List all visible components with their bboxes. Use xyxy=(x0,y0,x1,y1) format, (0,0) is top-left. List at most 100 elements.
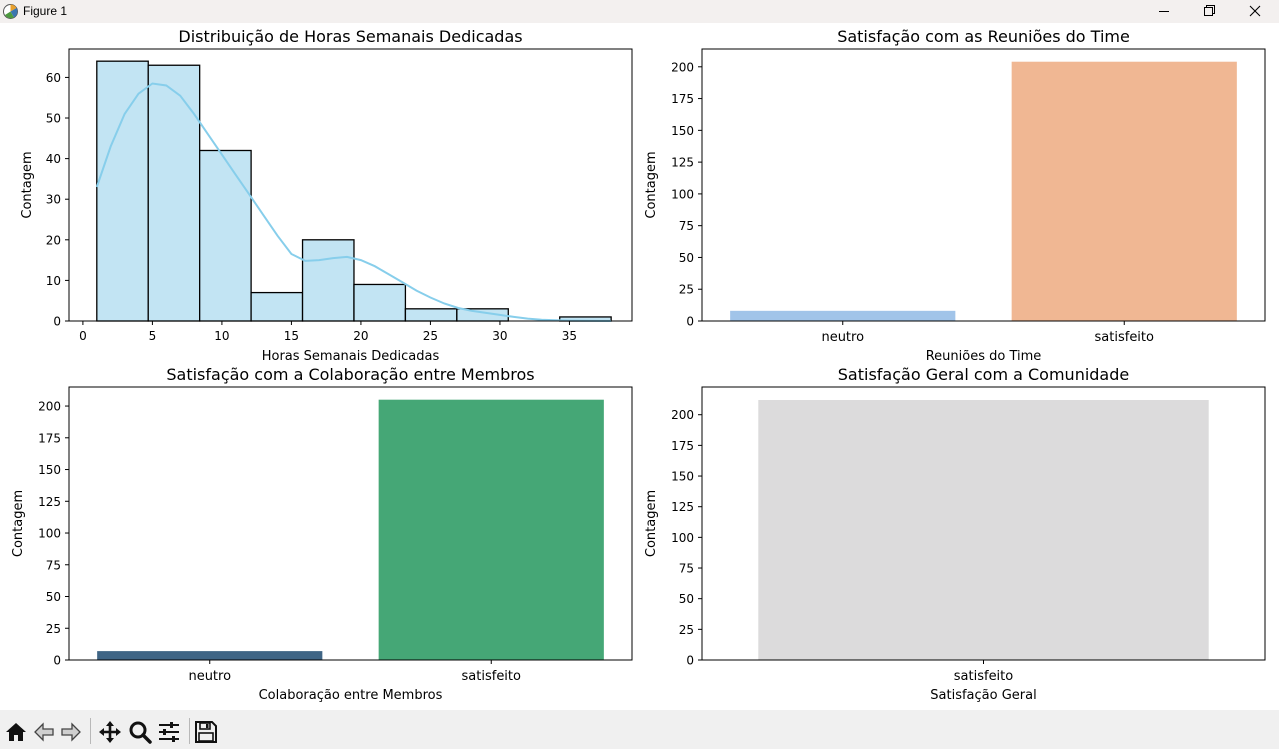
chart-2: Satisfação com as Reuniões do Time Reuniõ… xyxy=(644,27,1266,364)
x-axis-label: Satisfação Geral xyxy=(930,688,1036,703)
y-tick-label: 0 xyxy=(53,315,61,329)
forward-arrow-icon xyxy=(61,722,81,742)
x-tick-label: satisfeito xyxy=(1095,330,1155,345)
bar-satisfeito xyxy=(378,399,604,660)
y-axis-label: Contagem xyxy=(644,490,659,557)
back-arrow-icon xyxy=(34,722,54,742)
y-tick-label: 0 xyxy=(53,654,61,668)
histogram-bar xyxy=(301,239,355,322)
y-tick-label: 200 xyxy=(671,408,694,422)
zoom-button[interactable] xyxy=(128,720,152,744)
chart-title: Satisfação com as Reuniões do Time xyxy=(837,27,1130,46)
maximize-button[interactable] xyxy=(1186,0,1232,23)
y-tick-label: 25 xyxy=(679,623,694,637)
toolbar-separator xyxy=(189,718,190,744)
subplots: Distribuição de Horas Semanais Dedicadas… xyxy=(11,27,1266,703)
x-tick-label: 25 xyxy=(423,329,438,343)
navigation-toolbar xyxy=(0,710,1279,749)
y-tick-label: 125 xyxy=(671,500,694,514)
histogram-bar xyxy=(96,60,149,322)
histogram-bar xyxy=(250,291,304,322)
y-tick-label: 100 xyxy=(671,531,694,545)
forward-button[interactable] xyxy=(59,720,83,744)
y-tick-label: 75 xyxy=(679,219,694,233)
x-tick-label: 10 xyxy=(214,329,229,343)
y-tick-label: 150 xyxy=(671,124,694,138)
x-axis-label: Colaboração entre Membros xyxy=(259,688,443,703)
minimize-icon xyxy=(1159,11,1169,12)
chart-3: Satisfação com a Colaboração entre Membr… xyxy=(11,365,633,703)
chart-title: Satisfação Geral com a Comunidade xyxy=(838,365,1129,384)
y-tick-label: 0 xyxy=(686,315,694,329)
y-tick-label: 60 xyxy=(46,71,61,85)
y-tick-label: 30 xyxy=(46,193,61,207)
pan-button[interactable] xyxy=(98,720,122,744)
magnifier-icon xyxy=(129,721,152,744)
x-tick-label: neutro xyxy=(821,330,864,345)
close-button[interactable] xyxy=(1232,0,1278,23)
bar-satisfeito xyxy=(1011,61,1237,322)
y-tick-label: 150 xyxy=(671,470,694,484)
x-tick-label: 20 xyxy=(353,329,368,343)
chart-1: Distribuição de Horas Semanais Dedicadas… xyxy=(20,27,633,364)
y-tick-label: 25 xyxy=(679,283,694,297)
home-button[interactable] xyxy=(4,720,28,744)
y-tick-label: 50 xyxy=(46,112,61,126)
floppy-disk-icon xyxy=(195,721,217,743)
y-tick-label: 200 xyxy=(671,60,694,74)
move-icon xyxy=(99,721,121,743)
back-button[interactable] xyxy=(32,720,56,744)
close-icon xyxy=(1249,5,1261,17)
restore-icon xyxy=(1204,5,1215,16)
save-button[interactable] xyxy=(194,720,218,744)
y-axis-label: Contagem xyxy=(644,151,659,218)
bar-satisfeito xyxy=(758,400,1209,660)
window-title: Figure 1 xyxy=(23,4,68,18)
histogram-bar xyxy=(353,283,407,322)
histogram-bar xyxy=(199,149,252,322)
y-tick-label: 75 xyxy=(46,558,61,572)
chart-title: Distribuição de Horas Semanais Dedicadas xyxy=(178,27,522,46)
y-tick-label: 40 xyxy=(46,152,61,166)
y-tick-label: 50 xyxy=(46,590,61,604)
x-tick-label: satisfeito xyxy=(954,669,1014,684)
x-tick-label: 15 xyxy=(284,329,299,343)
home-icon xyxy=(6,723,26,741)
x-tick-label: 5 xyxy=(149,329,157,343)
minimize-button[interactable] xyxy=(1141,0,1187,23)
figure-canvas: Distribuição de Horas Semanais Dedicadas… xyxy=(0,23,1279,710)
y-tick-label: 125 xyxy=(38,495,61,509)
x-tick-label: neutro xyxy=(188,669,231,684)
chart-title: Satisfação com a Colaboração entre Membr… xyxy=(166,365,534,384)
y-tick-label: 100 xyxy=(671,187,694,201)
axes-frame xyxy=(68,48,633,322)
y-tick-label: 100 xyxy=(38,527,61,541)
y-tick-label: 175 xyxy=(671,92,694,106)
axes-frame xyxy=(701,386,1266,661)
x-axis-label: Reuniões do Time xyxy=(926,349,1042,364)
x-tick-label: 0 xyxy=(79,329,87,343)
matplotlib-icon xyxy=(3,4,18,19)
histogram-bar xyxy=(404,308,458,322)
kde-line xyxy=(95,82,612,322)
y-axis-label: Contagem xyxy=(11,490,26,557)
y-tick-label: 50 xyxy=(679,251,694,265)
y-tick-label: 75 xyxy=(679,562,694,576)
y-tick-label: 0 xyxy=(686,654,694,668)
axes-frame xyxy=(701,48,1266,322)
chart-4: Satisfação Geral com a Comunidade Satisfa… xyxy=(644,365,1266,703)
x-tick-label: 30 xyxy=(492,329,507,343)
x-tick-label: satisfeito xyxy=(462,669,522,684)
configure-subplots-button[interactable] xyxy=(157,720,181,744)
y-axis-label: Contagem xyxy=(20,151,35,218)
y-tick-label: 10 xyxy=(46,274,61,288)
y-tick-label: 175 xyxy=(671,439,694,453)
y-tick-label: 25 xyxy=(46,622,61,636)
bar-neutro xyxy=(97,651,323,660)
y-tick-label: 50 xyxy=(679,592,694,606)
y-tick-label: 175 xyxy=(38,431,61,445)
window-titlebar: Figure 1 xyxy=(0,0,1279,23)
axes-frame xyxy=(68,386,633,661)
x-tick-label: 35 xyxy=(562,329,577,343)
y-tick-label: 125 xyxy=(671,156,694,170)
